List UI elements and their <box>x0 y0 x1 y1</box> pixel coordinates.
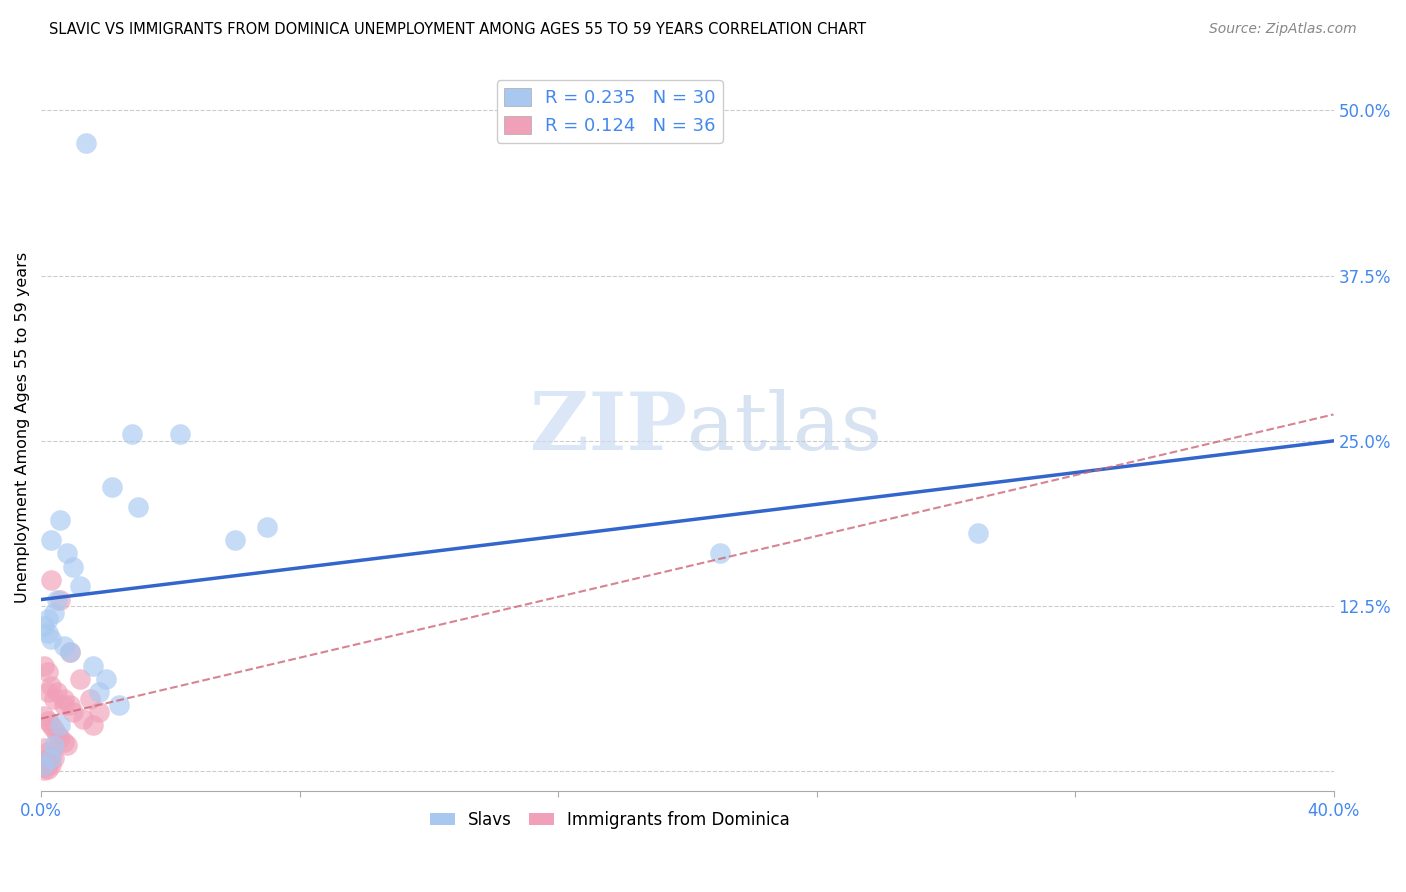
Point <box>75 136 97 151</box>
Point <box>42 738 65 752</box>
Point <box>101 480 124 494</box>
Point <box>82 658 104 673</box>
Point <box>52 735 75 749</box>
Text: ZIP: ZIP <box>530 389 688 467</box>
Point <box>94 672 117 686</box>
Point <box>256 520 278 534</box>
Point <box>39 679 62 693</box>
Point <box>34 740 56 755</box>
Point <box>56 738 79 752</box>
Point <box>107 698 129 713</box>
Point <box>34 619 56 633</box>
Point <box>46 685 69 699</box>
Point <box>59 645 82 659</box>
Point <box>79 691 101 706</box>
Point <box>37 625 59 640</box>
Point <box>37 762 59 776</box>
Point <box>59 645 82 659</box>
Y-axis label: Unemployment Among Ages 55 to 59 years: Unemployment Among Ages 55 to 59 years <box>15 252 30 603</box>
Legend: Slavs, Immigrants from Dominica: Slavs, Immigrants from Dominica <box>423 804 796 835</box>
Text: atlas: atlas <box>688 389 883 467</box>
Point <box>52 698 75 713</box>
Point <box>42 691 65 706</box>
Point <box>89 705 111 719</box>
Point <box>224 533 246 547</box>
Point <box>967 526 990 541</box>
Point <box>62 559 84 574</box>
Point <box>37 714 59 729</box>
Point <box>169 427 191 442</box>
Point <box>89 685 111 699</box>
Point <box>69 579 91 593</box>
Point <box>59 698 82 713</box>
Point <box>34 760 56 774</box>
Text: SLAVIC VS IMMIGRANTS FROM DOMINICA UNEMPLOYMENT AMONG AGES 55 TO 59 YEARS CORREL: SLAVIC VS IMMIGRANTS FROM DOMINICA UNEMP… <box>49 22 866 37</box>
Point <box>127 500 149 514</box>
Point <box>42 606 65 620</box>
Point <box>34 709 56 723</box>
Point <box>37 665 59 680</box>
Point <box>34 763 56 777</box>
Point <box>37 756 59 771</box>
Point <box>34 754 56 768</box>
Point <box>37 685 59 699</box>
Point <box>39 573 62 587</box>
Point <box>46 727 69 741</box>
Point <box>49 731 72 746</box>
Point <box>39 757 62 772</box>
Point <box>709 546 731 560</box>
Point <box>49 592 72 607</box>
Point <box>72 712 94 726</box>
Point <box>52 691 75 706</box>
Point <box>49 718 72 732</box>
Point <box>46 592 69 607</box>
Point <box>42 722 65 736</box>
Point <box>39 533 62 547</box>
Point <box>39 751 62 765</box>
Point <box>39 748 62 763</box>
Point <box>34 757 56 772</box>
Point <box>39 718 62 732</box>
Point <box>34 658 56 673</box>
Point <box>39 632 62 647</box>
Point <box>69 672 91 686</box>
Point <box>52 639 75 653</box>
Point <box>37 612 59 626</box>
Point <box>37 745 59 759</box>
Text: Source: ZipAtlas.com: Source: ZipAtlas.com <box>1209 22 1357 37</box>
Point <box>56 546 79 560</box>
Point <box>42 751 65 765</box>
Point <box>121 427 143 442</box>
Point <box>49 513 72 527</box>
Point <box>62 705 84 719</box>
Point <box>82 718 104 732</box>
